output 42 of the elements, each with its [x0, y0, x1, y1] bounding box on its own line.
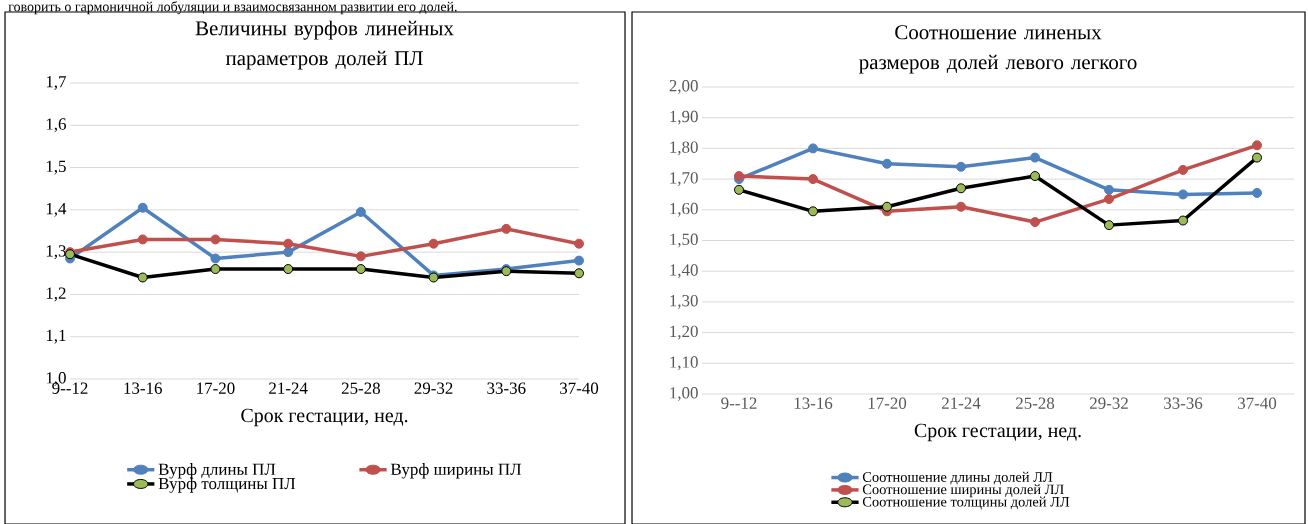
y-tick-label: 1,20 — [670, 325, 698, 340]
x-tick-label: 33-36 — [1164, 397, 1203, 409]
y-tick-label: 1,10 — [670, 356, 698, 371]
legend-label: Вурф толщины ПЛ — [158, 477, 296, 493]
y-tick-label: 1,2 — [46, 287, 66, 302]
legend-label: Вурф длины ПЛ — [158, 463, 276, 479]
y-tick-label: 1,5 — [46, 160, 66, 175]
chart-title: Величины вурфов линейных параметров долей ПЛ — [195, 20, 454, 70]
x-tick-label: 21-24 — [942, 397, 981, 409]
y-tick-label: 1,4 — [46, 202, 67, 217]
x-tick-label: 13-16 — [794, 397, 833, 409]
chart-title: Соотношение линеных размеров долей левого легкого — [859, 25, 1137, 74]
x-tick-label: 29-32 — [414, 382, 453, 394]
x-tick-label: 25-28 — [1016, 397, 1055, 409]
x-tick-label: 29-32 — [1090, 397, 1128, 409]
y-tick-label: 1,00 — [670, 387, 698, 401]
x-tick-label: 17-20 — [868, 397, 907, 409]
y-tick-label: 1,7 — [46, 76, 67, 90]
y-tick-label: 1,90 — [670, 110, 698, 125]
y-tick-label: 1,80 — [670, 141, 698, 156]
x-tick-label: 9--12 — [721, 397, 757, 409]
y-tick-label: 1,3 — [46, 245, 66, 260]
y-tick-label: 1,6 — [46, 118, 66, 133]
y-tick-label: 1,1 — [46, 329, 66, 344]
legend-label: Вурф ширины ПЛ — [390, 463, 522, 479]
legend-label: Соотношение длины долей ЛЛ — [862, 471, 1053, 485]
y-tick-label: 1,50 — [670, 233, 698, 248]
y-tick-label: 1,60 — [670, 202, 698, 217]
x-tick-label: 17-20 — [197, 382, 235, 394]
x-axis-title: Срок гестации, нед. — [914, 423, 1081, 442]
x-tick-label: 21-24 — [269, 382, 308, 394]
x-tick-label: 37-40 — [560, 382, 599, 394]
x-tick-label: 25-28 — [341, 382, 380, 394]
x-axis-title: Срок гестации, нед. — [241, 408, 408, 427]
y-tick-label: 2,00 — [669, 80, 698, 94]
x-tick-label: 13-16 — [124, 382, 162, 394]
x-tick-label: 37-40 — [1238, 397, 1277, 409]
y-tick-label: 1,70 — [670, 172, 698, 187]
text: говорить о гармоничной лобуляции и взаимосвязанном развитии его долей. — [8, 1, 457, 15]
x-tick-label: 33-36 — [487, 382, 526, 394]
y-tick-label: 1,40 — [670, 264, 698, 279]
y-tick-label: 1,30 — [670, 294, 698, 309]
